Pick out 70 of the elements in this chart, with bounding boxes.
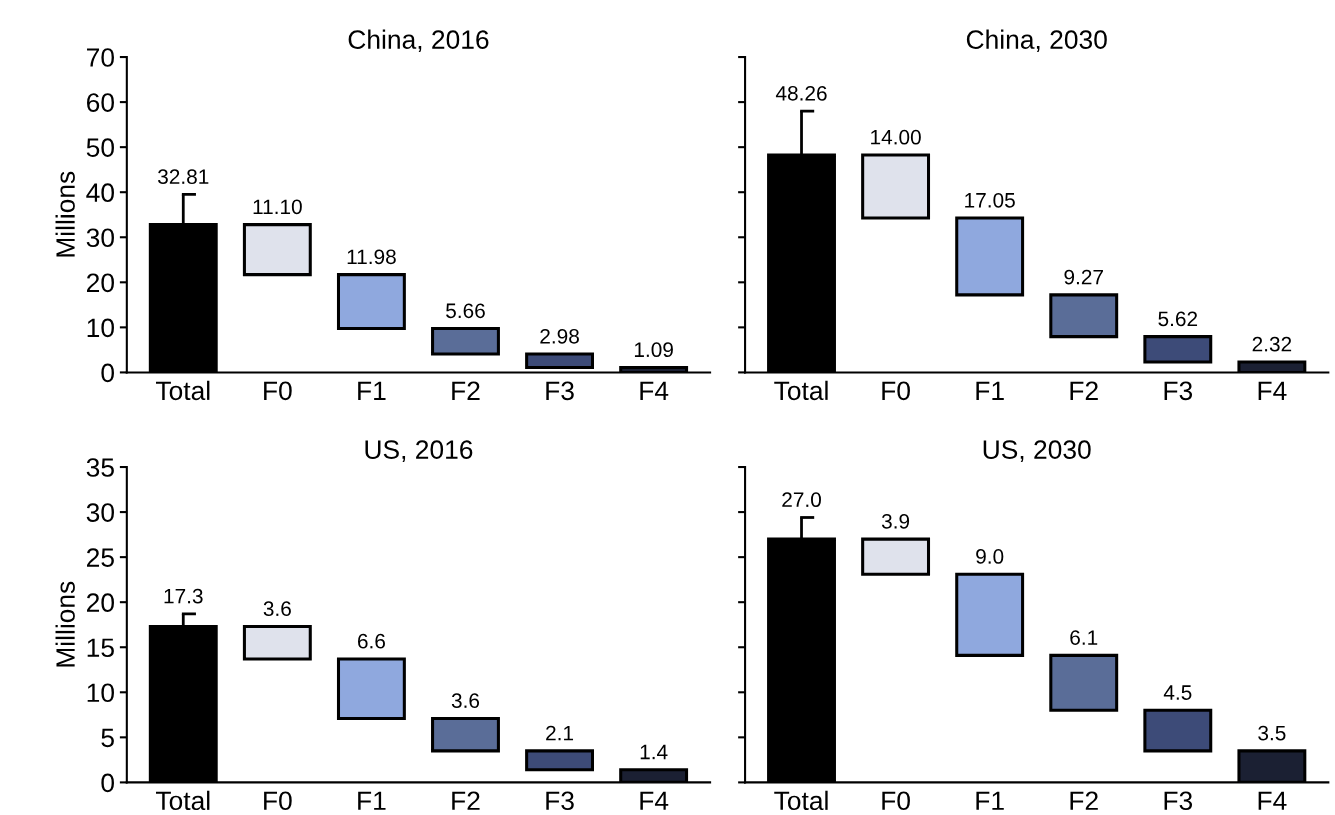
x-tick-label: F1 [976,791,1004,810]
y-axis-title: Millions [55,581,75,667]
y-axis-title: Millions [55,171,75,257]
data-label: 6.1 [1070,630,1098,645]
y-tick-label: 30 [86,228,114,248]
y-tick-label: 10 [87,318,114,338]
x-tick-label: F0 [882,381,910,401]
data-label: 11.98 [347,249,396,265]
x-tick-label: F1 [976,381,1004,400]
data-label: 9.27 [1064,269,1103,285]
data-label: 17.05 [965,192,1015,208]
data-label: 1.09 [634,342,673,358]
y-tick-label: 50 [86,138,114,157]
data-label: 9.0 [976,549,1004,564]
x-tick-label: Total [156,380,210,401]
x-tick-label: F3 [546,381,574,401]
y-tick-label: 15 [87,638,114,658]
x-tick-label: F4 [1258,381,1287,400]
x-tick-label: Total [774,790,828,811]
x-tick-label: F0 [882,791,910,811]
data-label: 2.98 [540,328,579,344]
data-label: 27.0 [782,492,821,508]
y-tick-label: 0 [101,363,114,383]
data-label: 3.5 [1258,725,1286,741]
chart-title: China, 2030 [966,29,1107,53]
x-tick-label: F0 [264,791,292,811]
y-tick-label: 60 [87,93,114,112]
y-tick-label: 30 [86,503,114,522]
y-tick-label: 0 [101,773,114,793]
x-tick-label: F1 [358,381,386,400]
x-tick-label: Total [156,790,210,811]
x-tick-label: F2 [452,381,480,400]
data-label: 3.9 [881,513,910,529]
data-label: 5.62 [1158,311,1198,327]
data-label: 3.6 [263,601,291,617]
x-tick-label: F1 [358,791,386,810]
y-tick-label: 70 [87,48,114,67]
data-label: 1.4 [640,744,668,760]
x-tick-label: Total [774,380,828,401]
chart-title: China, 2016 [348,29,489,53]
data-label: 11.10 [253,199,302,215]
x-tick-label: F3 [1164,791,1193,811]
x-tick-label: F4 [1258,791,1287,810]
data-label: 48.26 [775,85,827,101]
data-label: 4.5 [1163,685,1192,700]
x-tick-label: F2 [1070,381,1098,400]
x-tick-label: F3 [1164,381,1193,401]
data-label: 6.6 [357,633,385,649]
x-tick-label: F2 [452,791,480,810]
y-tick-label: 20 [87,593,114,613]
chart-title: US, 2030 [983,440,1091,463]
y-tick-label: 35 [86,458,114,477]
data-label: 17.3 [164,588,203,604]
y-tick-label: 10 [87,683,114,703]
chart-title: US, 2016 [365,440,473,463]
data-label: 3.6 [451,693,480,708]
y-tick-label: 5 [101,728,114,748]
x-tick-label: F3 [546,791,574,811]
y-tick-label: 25 [87,548,114,567]
data-label: 2.32 [1252,336,1292,352]
x-tick-label: F0 [264,381,292,401]
x-tick-label: F2 [1070,791,1098,810]
y-tick-label: 40 [86,183,114,203]
data-label: 32.81 [158,169,209,185]
data-label: 5.66 [446,303,485,319]
y-tick-label: 20 [87,273,114,293]
x-tick-label: F4 [640,381,669,400]
x-tick-label: F4 [640,791,669,810]
data-label: 14.00 [871,129,921,145]
data-label: 2.1 [546,725,574,741]
